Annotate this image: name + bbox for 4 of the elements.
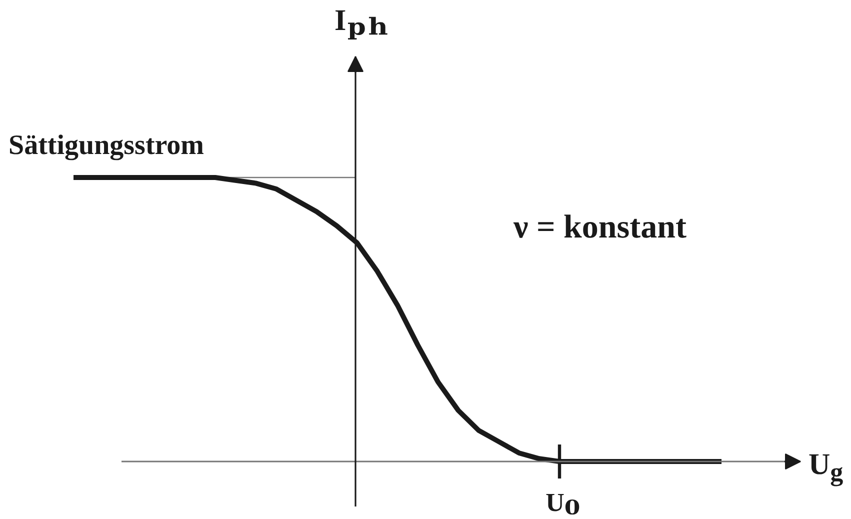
annotation: U₀ [546, 482, 580, 519]
y-axis-title: Iₚₕ [334, 0, 390, 45]
ref-line-label: Sättigungsstrom [8, 130, 204, 161]
annotation: ν = konstant [512, 210, 686, 246]
